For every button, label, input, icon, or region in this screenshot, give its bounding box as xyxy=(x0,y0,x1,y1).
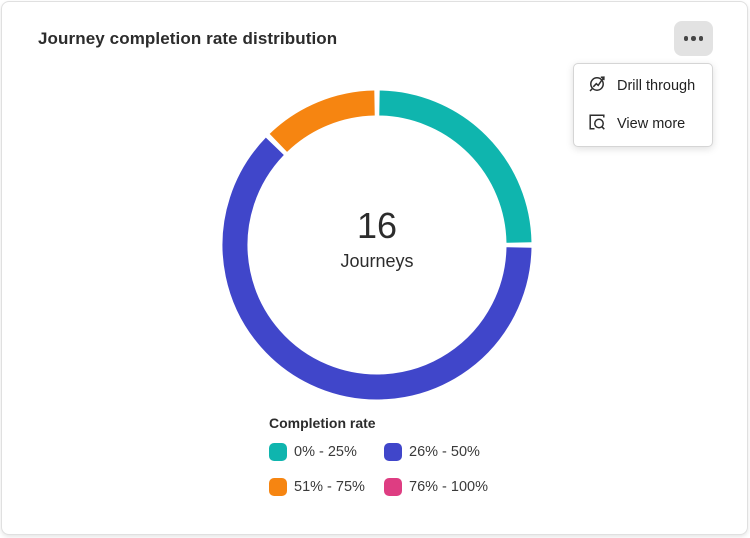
legend-swatch-icon xyxy=(384,478,402,496)
legend-items: 0% - 25% 26% - 50% 51% - 75% 76% - 100% xyxy=(269,443,499,496)
drill-through-icon xyxy=(587,74,607,99)
legend-item: 51% - 75% xyxy=(269,478,384,496)
legend-swatch-icon xyxy=(384,443,402,461)
context-menu: Drill through View more xyxy=(573,63,713,147)
more-options-button[interactable] xyxy=(674,21,713,56)
donut-chart xyxy=(222,90,532,400)
legend-label: 76% - 100% xyxy=(409,479,488,495)
donut-segment-51-75-[interactable] xyxy=(269,90,376,153)
legend-label: 26% - 50% xyxy=(409,444,480,460)
legend-swatch-icon xyxy=(269,478,287,496)
legend-item: 0% - 25% xyxy=(269,443,384,461)
donut-segment-0-25-[interactable] xyxy=(379,90,532,243)
card-title: Journey completion rate distribution xyxy=(38,29,338,48)
legend-item: 26% - 50% xyxy=(384,443,499,461)
legend-label: 0% - 25% xyxy=(294,444,357,460)
view-more-icon xyxy=(587,112,607,137)
menu-item-label: View more xyxy=(617,116,686,132)
legend-title: Completion rate xyxy=(269,415,376,431)
menu-item-label: Drill through xyxy=(617,78,696,94)
menu-item-view-more[interactable]: View more xyxy=(574,105,712,143)
legend-item: 76% - 100% xyxy=(384,478,499,496)
ellipsis-icon xyxy=(683,36,704,41)
chart-legend: Completion rate 0% - 25% 26% - 50% 51% - 7… xyxy=(269,415,499,496)
legend-swatch-icon xyxy=(269,443,287,461)
donut-segment-26-50-[interactable] xyxy=(222,137,532,400)
menu-item-drill-through[interactable]: Drill through xyxy=(574,67,712,105)
legend-label: 51% - 75% xyxy=(294,479,365,495)
